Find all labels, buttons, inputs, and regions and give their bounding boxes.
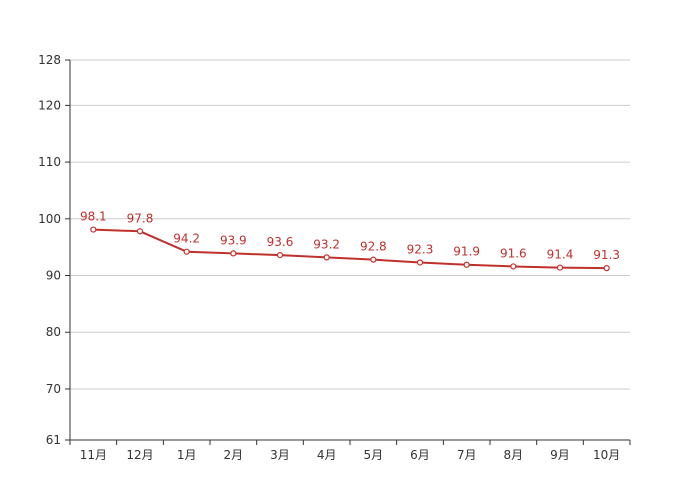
y-tick-label: 90 (46, 269, 61, 283)
data-label: 93.6 (267, 235, 294, 249)
data-point (416, 259, 424, 266)
series (90, 226, 610, 272)
data-point (183, 248, 190, 255)
x-tick-label: 5月 (364, 448, 384, 462)
data-label: 91.6 (500, 246, 527, 260)
data-point (276, 252, 284, 259)
y-tick-label: 128 (38, 53, 61, 67)
data-label: 98.1 (80, 210, 107, 224)
x-tick-label: 8月 (504, 448, 524, 462)
y-tick-label: 120 (38, 98, 61, 112)
data-point (463, 261, 470, 268)
data-point (370, 256, 377, 263)
x-tick-label: 4月 (317, 448, 337, 462)
data-point (90, 226, 97, 233)
x-tick-label: 2月 (224, 448, 244, 462)
data-label: 91.9 (453, 245, 480, 259)
y-ticks: 61 70 80 90 100 110 120 128 (38, 53, 70, 447)
y-tick-label: 110 (38, 155, 61, 169)
data-point (556, 264, 564, 271)
x-tick-label: 1月 (177, 448, 197, 462)
x-tick-label: 3月 (270, 448, 290, 462)
data-point (603, 265, 610, 272)
x-tick-label: 7月 (457, 448, 477, 462)
x-tick-label: 9月 (550, 448, 570, 462)
series-line (93, 228, 607, 270)
y-tick-label: 61 (46, 433, 61, 447)
x-tick-label: 6月 (410, 448, 430, 462)
data-point (230, 250, 237, 257)
y-tick-label: 80 (46, 325, 61, 339)
data-point (136, 228, 144, 235)
gridlines (70, 59, 630, 390)
data-label: 92.3 (407, 242, 434, 256)
data-point (510, 263, 517, 270)
data-label: 93.2 (313, 237, 340, 251)
x-tick-label: 12月 (126, 448, 153, 462)
data-label: 94.2 (173, 232, 200, 246)
x-ticks: 11月 12月 1月 2月 3月 4月 5月 6月 7月 8月 9月 10月 (69, 440, 631, 462)
data-label: 97.8 (127, 211, 154, 225)
y-tick-label: 70 (46, 382, 61, 396)
data-labels: 98.1 97.8 94.2 93.9 93.6 93.2 92.8 92.3 91.9 91.6… (80, 210, 620, 263)
data-label: 91.4 (547, 248, 574, 262)
data-label: 93.9 (220, 233, 247, 247)
data-label: 92.8 (360, 240, 387, 254)
x-tick-label: 11月 (80, 448, 107, 462)
x-tick-label: 10月 (593, 448, 620, 462)
data-point (323, 254, 330, 261)
data-label: 91.3 (593, 248, 620, 262)
y-tick-label: 100 (38, 212, 61, 226)
